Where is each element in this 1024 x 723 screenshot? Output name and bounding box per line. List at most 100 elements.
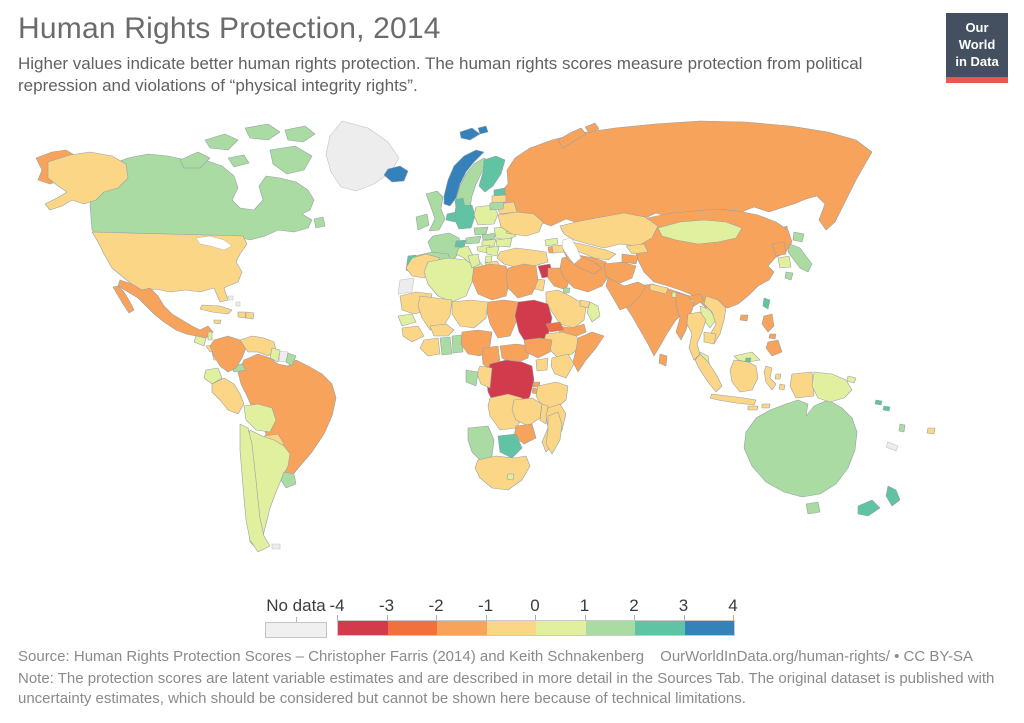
region-niger[interactable]: Niger — [451, 299, 489, 329]
region-ivory-coast[interactable]: Cote d'Ivoire — [419, 337, 441, 357]
region-japan[interactable]: Japan — [784, 271, 794, 281]
region-belize[interactable]: Belize — [207, 331, 213, 341]
region-venezuela[interactable]: Venezuela — [239, 335, 277, 357]
region-western-sahara[interactable]: Western Sahara — [397, 277, 415, 295]
region-benelux[interactable]: Belgium and Netherlands — [445, 211, 457, 223]
region-norway[interactable]: Norway — [477, 125, 489, 135]
region-algeria[interactable]: Algeria — [423, 257, 475, 303]
region-somalia[interactable]: Somalia — [572, 331, 605, 373]
region-indonesia[interactable]: Indonesia — [747, 405, 759, 411]
region-mexico[interactable]: Mexico — [117, 279, 214, 339]
region-myanmar[interactable]: Myanmar — [675, 291, 695, 341]
region-cambodia[interactable]: Cambodia — [703, 331, 717, 345]
region-mongolia[interactable]: Mongolia — [657, 219, 743, 245]
region-haiti[interactable]: Haiti — [237, 311, 247, 319]
region-ukraine[interactable]: Ukraine — [497, 211, 544, 237]
region-taiwan[interactable]: Taiwan — [762, 297, 771, 310]
region-china[interactable]: China — [739, 314, 749, 322]
region-dominican-republic[interactable]: Dominican Republic — [245, 311, 255, 320]
region-mexico[interactable]: Mexico — [112, 285, 135, 314]
region-new-zealand[interactable]: New Zealand — [857, 499, 881, 517]
region-oman[interactable]: Oman — [586, 301, 601, 323]
region-indonesia[interactable]: Indonesia — [774, 373, 782, 380]
region-indonesia[interactable]: Indonesia — [729, 359, 759, 393]
region-senegal[interactable]: Senegal — [397, 313, 417, 327]
region-south-korea[interactable]: South Korea — [777, 255, 792, 269]
region-sri-lanka[interactable]: Sri Lanka — [658, 353, 668, 367]
region-germany[interactable]: Germany — [453, 204, 476, 230]
region-madagascar[interactable]: Madagascar — [545, 411, 563, 455]
region-austria[interactable]: Austria — [465, 235, 482, 245]
legend-segment--1to0[interactable] — [486, 621, 536, 635]
region-japan[interactable]: Japan — [792, 231, 805, 243]
region-lesotho[interactable]: Lesotho — [506, 473, 515, 481]
region-french-guiana[interactable]: French Guiana — [285, 352, 297, 367]
legend-segment-3to4[interactable] — [684, 621, 734, 635]
legend-segment-2to3[interactable] — [635, 621, 685, 635]
region-botswana[interactable]: Botswana — [497, 433, 523, 459]
region-new-caledonia[interactable]: New Caledonia — [885, 441, 899, 452]
legend-segment--4to-3[interactable] — [338, 621, 388, 635]
region-finland[interactable]: Finland — [478, 155, 506, 193]
region-guinea[interactable]: Guinea — [401, 325, 425, 343]
legend-segment--2to-1[interactable] — [437, 621, 487, 635]
region-bulgaria[interactable]: Bulgaria — [495, 237, 513, 248]
region-guatemala[interactable]: Guatemala — [193, 335, 207, 347]
region-norway[interactable]: Norway — [443, 149, 485, 207]
region-turkey[interactable]: Turkey — [496, 247, 549, 269]
region-greenland[interactable]: Greenland — [325, 120, 400, 192]
region-malaysia[interactable]: Malaysia — [733, 351, 761, 363]
legend-no-data-swatch[interactable] — [265, 622, 327, 638]
region-uruguay[interactable]: Uruguay — [280, 471, 297, 489]
region-libya[interactable]: Libya — [471, 263, 511, 301]
region-congo[interactable]: Congo — [476, 365, 493, 389]
region-north-korea[interactable]: North Korea — [771, 241, 787, 257]
region-solomon-islands[interactable]: Solomon Islands — [882, 405, 891, 412]
region-central-african-republic[interactable]: Central African Republic — [499, 343, 531, 365]
region-uk[interactable]: United Kingdom — [425, 190, 446, 232]
region-afghanistan[interactable]: Afghanistan — [603, 261, 637, 285]
region-kyrgyzstan[interactable]: Kyrgyzstan — [625, 243, 649, 255]
region-bolivia[interactable]: Bolivia — [243, 403, 277, 433]
legend-segment-1to2[interactable] — [585, 621, 635, 635]
region-burkina-faso[interactable]: Burkina Faso — [429, 323, 455, 337]
region-bahamas[interactable]: Bahamas — [227, 295, 234, 301]
region-indonesia[interactable]: Indonesia — [694, 353, 723, 393]
region-canada[interactable]: Canada — [179, 151, 211, 169]
credit-link[interactable]: OurWorldInData.org/human-rights/ • CC BY… — [660, 648, 974, 665]
region-serbia[interactable]: Serbia — [485, 245, 500, 257]
region-tunisia[interactable]: Tunisia — [467, 253, 481, 269]
region-indonesia[interactable]: Indonesia — [709, 393, 757, 406]
region-philippines[interactable]: Philippines — [768, 333, 777, 340]
region-switzerland[interactable]: Switzerland — [454, 239, 467, 248]
region-indonesia[interactable]: Indonesia — [778, 383, 786, 391]
owid-logo[interactable]: Our World in Data — [946, 13, 1008, 83]
region-philippines[interactable]: Philippines — [761, 313, 775, 333]
region-papua-new-guinea[interactable]: Papua New Guinea — [811, 371, 853, 403]
region-saudi-arabia[interactable]: Saudi Arabia — [545, 289, 587, 329]
region-ecuador[interactable]: Ecuador — [203, 367, 223, 385]
region-australia[interactable]: Australia — [743, 399, 858, 498]
region-indonesia[interactable]: Indonesia — [761, 403, 771, 409]
region-canada[interactable]: Canada — [227, 154, 250, 168]
region-brunei[interactable]: Brunei — [744, 357, 752, 363]
legend-segment-0to1[interactable] — [536, 621, 586, 635]
region-canada[interactable]: Canada — [269, 145, 313, 175]
region-bahamas[interactable]: Bahamas — [235, 301, 241, 307]
region-guyana[interactable]: Guyana — [269, 347, 281, 363]
region-kazakhstan[interactable]: Kazakhstan — [559, 212, 659, 249]
region-chile[interactable]: Chile — [239, 423, 271, 553]
region-kenya[interactable]: Kenya — [550, 353, 575, 379]
region-solomon-islands[interactable]: Solomon Islands — [874, 399, 883, 406]
region-canada[interactable]: Canada — [244, 123, 281, 141]
region-pakistan[interactable]: Pakistan — [605, 277, 647, 311]
region-chad[interactable]: Chad — [486, 299, 519, 339]
region-zambia[interactable]: Zambia — [511, 397, 543, 427]
legend-no-data[interactable]: No data — [265, 596, 327, 638]
region-russia[interactable]: Russia — [584, 122, 600, 134]
region-togo-benin[interactable]: Togo and Benin — [451, 334, 464, 354]
region-thailand[interactable]: Thailand — [686, 311, 707, 361]
region-usa[interactable]: United States — [44, 151, 129, 211]
region-iran[interactable]: Iran — [559, 254, 611, 293]
region-philippines[interactable]: Philippines — [765, 339, 783, 357]
